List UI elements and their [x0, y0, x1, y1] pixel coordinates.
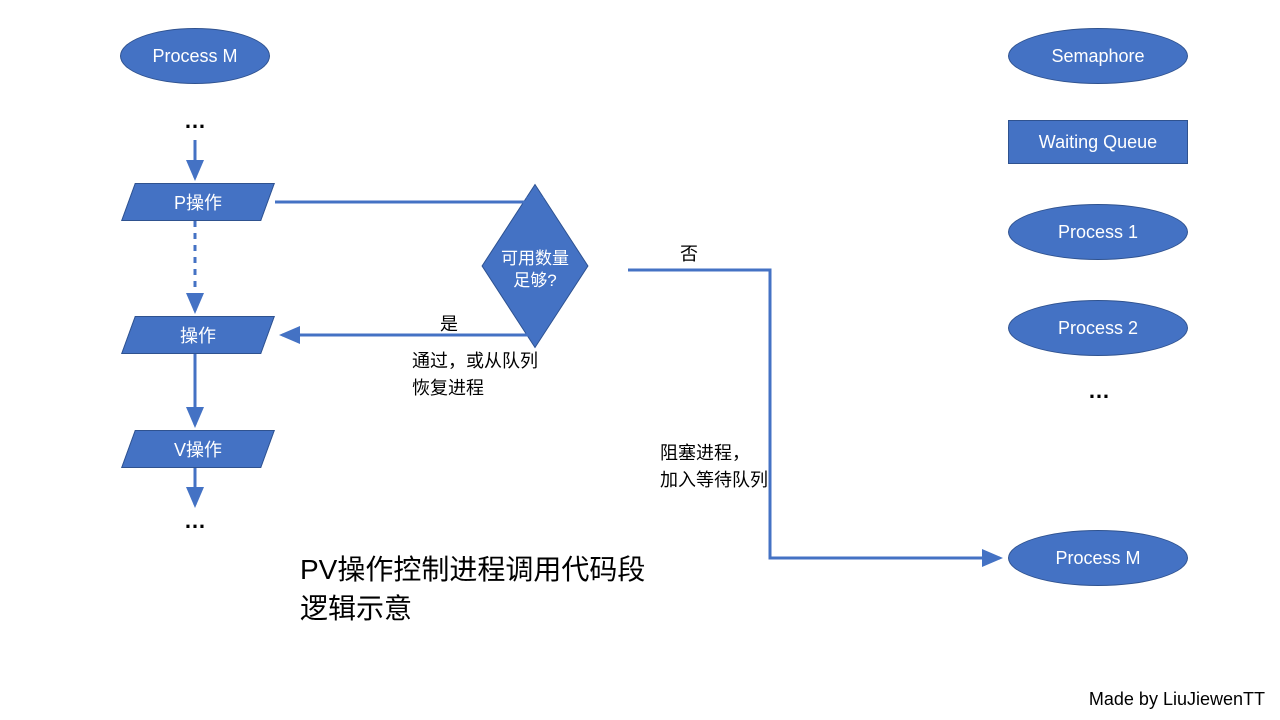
node-label: Process M	[1055, 548, 1140, 569]
decision-line2: 足够?	[513, 271, 556, 290]
node-label: V操作	[174, 436, 222, 462]
node-operation: 操作	[121, 316, 275, 354]
diagram-title: PV操作控制进程调用代码段 逻辑示意	[300, 550, 645, 628]
label-no: 否	[680, 240, 698, 266]
node-process-m-top: Process M	[120, 28, 270, 84]
label-yes: 是	[440, 310, 458, 336]
credit-text: Made by LiuJiewenTT	[1089, 689, 1265, 710]
node-semaphore: Semaphore	[1008, 28, 1188, 84]
node-label: Semaphore	[1051, 46, 1144, 67]
node-label: Process 1	[1058, 222, 1138, 243]
node-v-operation: V操作	[121, 430, 275, 468]
dots-right: …	[1088, 378, 1112, 404]
node-label: P操作	[174, 189, 222, 215]
label-block: 阻塞进程， 加入等待队列	[660, 440, 768, 494]
dots-top: …	[184, 108, 208, 134]
decision-line1: 可用数量	[501, 249, 569, 268]
node-label: 操作	[180, 322, 216, 348]
node-label: Process M	[152, 46, 237, 67]
dots-bottom-left: …	[184, 508, 208, 534]
label-pass: 通过，或从队列 恢复进程	[412, 348, 538, 402]
node-decision: 可用数量 足够?	[455, 225, 615, 315]
node-process-2: Process 2	[1008, 300, 1188, 356]
node-label: Process 2	[1058, 318, 1138, 339]
node-waiting-queue: Waiting Queue	[1008, 120, 1188, 164]
node-process-1: Process 1	[1008, 204, 1188, 260]
node-process-m-bottom: Process M	[1008, 530, 1188, 586]
node-label: Waiting Queue	[1039, 132, 1157, 153]
node-p-operation: P操作	[121, 183, 275, 221]
